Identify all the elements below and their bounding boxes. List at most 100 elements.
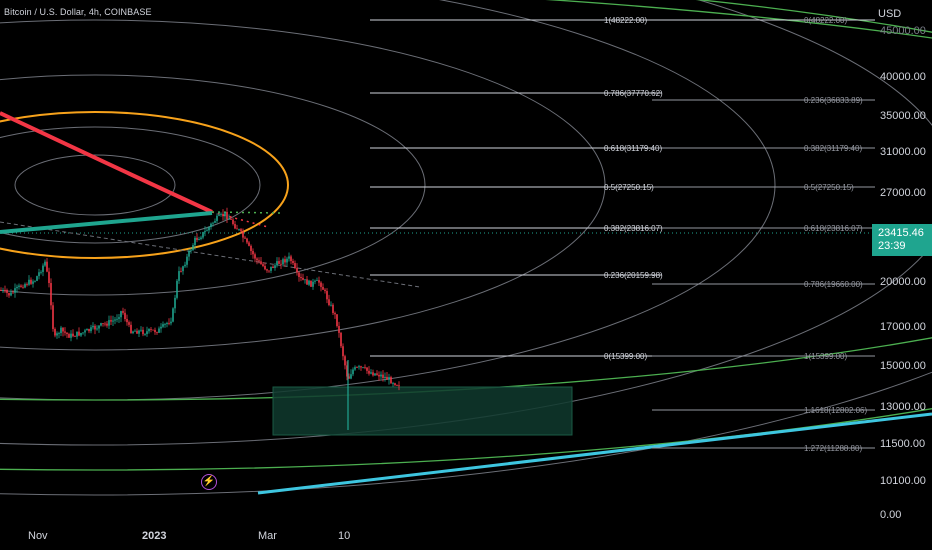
candle-body	[362, 367, 364, 369]
candle-body	[130, 324, 132, 334]
candle-body	[22, 286, 24, 288]
candle-body	[138, 330, 140, 334]
candle-body	[334, 313, 336, 315]
fib-label-right: 1.272(11288.80)	[804, 444, 862, 453]
candle-body	[178, 271, 180, 281]
candle-body	[278, 261, 280, 264]
candle-body	[282, 259, 284, 265]
candle-body	[38, 272, 40, 277]
candle-body	[102, 323, 104, 324]
candle-body	[358, 366, 360, 368]
candle-body	[208, 226, 210, 231]
candle-body	[150, 328, 152, 330]
candle-body	[396, 385, 398, 386]
candle-body	[204, 231, 206, 233]
candle-body	[340, 332, 342, 347]
candle-body	[74, 336, 76, 337]
candle-body	[390, 377, 392, 384]
candle-body	[274, 265, 276, 269]
candle-body	[54, 328, 56, 336]
candle-body	[268, 270, 270, 272]
candle-body	[156, 332, 158, 333]
candle-body	[162, 324, 164, 327]
candle-body	[124, 312, 126, 320]
candle-body	[246, 238, 248, 243]
price-tick: 15000.00	[880, 360, 926, 372]
candle-body	[24, 284, 26, 288]
candle-body	[310, 280, 312, 287]
candle-body	[248, 242, 250, 246]
candle-body	[296, 268, 298, 273]
candle-body	[272, 266, 274, 269]
candle-body	[354, 367, 356, 370]
candle-body	[240, 229, 242, 232]
fib-label-left: 0(15399.00)	[604, 352, 647, 361]
candle-body	[16, 286, 18, 289]
candle-body	[232, 219, 234, 225]
candle-body	[210, 223, 212, 227]
candle-body	[12, 292, 14, 294]
candle-body	[386, 376, 388, 380]
time-axis[interactable]: Nov 2023 Mar 10	[28, 530, 350, 542]
candle-body	[10, 292, 12, 296]
candle-body	[70, 333, 72, 338]
candle-body	[338, 326, 340, 333]
chart-title: Bitcoin / U.S. Dollar, 4h, COINBASE	[4, 7, 152, 17]
candle-body	[164, 324, 166, 325]
candle-body	[188, 250, 190, 257]
candle-body	[312, 281, 314, 287]
candle-body	[66, 332, 68, 335]
candle-body	[44, 261, 46, 266]
fib-label-left: 0.618(31179.40)	[604, 144, 662, 153]
candle-body	[88, 329, 90, 332]
fib-label-right: 1(15399.00)	[804, 352, 847, 361]
price-axis[interactable]: USD 45000.00 40000.00 35000.00 31000.00 …	[878, 8, 926, 521]
candle-body	[300, 276, 302, 278]
candle-body	[220, 213, 222, 215]
candle-body	[314, 280, 316, 282]
candle-body	[142, 329, 144, 335]
candle-body	[236, 228, 238, 230]
candle-body	[228, 218, 230, 220]
candle-body	[316, 280, 318, 281]
fib-label-right: 0.236(36833.89)	[804, 96, 863, 105]
candle-body	[50, 283, 52, 306]
fib-label-right: 0(48222.00)	[804, 16, 847, 25]
candle-body	[94, 325, 96, 330]
current-price-value: 23415.46	[878, 227, 924, 239]
candle-body	[136, 330, 138, 334]
candle-body	[270, 266, 272, 271]
candle-body	[126, 319, 128, 323]
candle-body	[252, 250, 254, 255]
candle-body	[108, 320, 110, 326]
candle-body	[288, 256, 290, 259]
orange-arc	[0, 111, 289, 259]
price-candles	[0, 207, 400, 430]
teal-trendline	[0, 211, 213, 234]
candle-body	[256, 258, 258, 261]
candle-body	[104, 323, 106, 325]
fib-retracement-left	[370, 19, 875, 357]
price-tick: 10100.00	[880, 475, 926, 487]
candle-body	[216, 215, 218, 221]
candle-body	[64, 331, 66, 333]
candle-body	[218, 214, 220, 216]
candle-body	[380, 374, 382, 377]
lightning-icon[interactable]: ⚡	[201, 474, 217, 490]
candle-body	[302, 277, 304, 280]
candle-body	[394, 383, 396, 386]
candle-body	[356, 367, 358, 368]
candle-body	[68, 334, 70, 338]
fib-label-left: 1(48222.00)	[604, 16, 647, 25]
candle-body	[384, 376, 386, 379]
candle-body	[222, 213, 224, 217]
candle-body	[326, 291, 328, 300]
candle-body	[80, 333, 82, 336]
candle-body	[244, 237, 246, 239]
candle-body	[306, 279, 308, 285]
candle-body	[48, 271, 50, 284]
candle-body	[166, 322, 168, 325]
candle-body	[366, 367, 368, 371]
candle-body	[196, 237, 198, 240]
